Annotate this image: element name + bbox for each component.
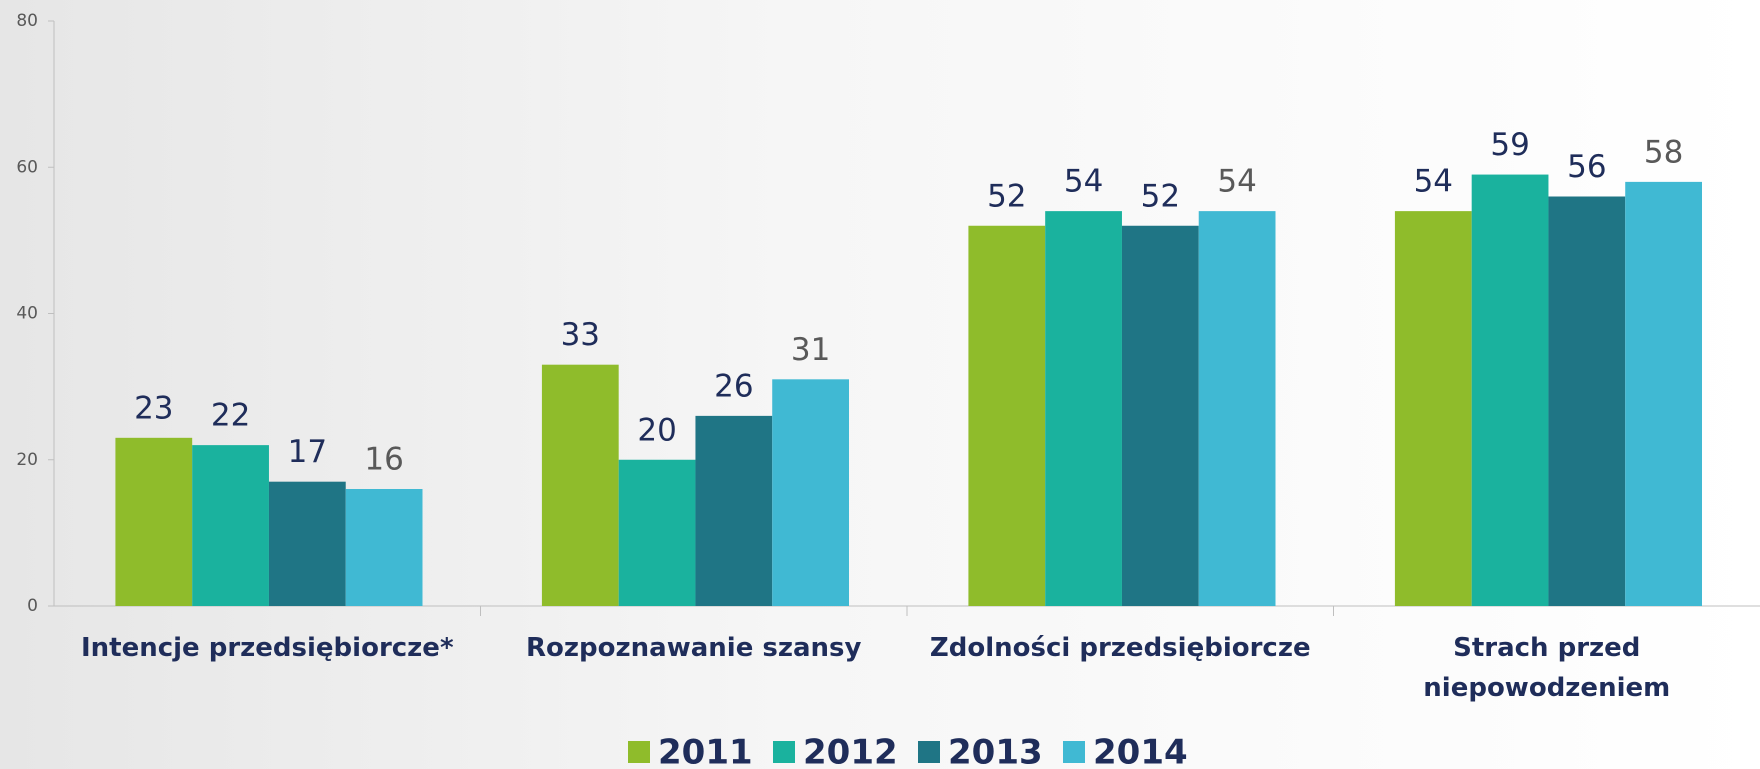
legend-label: 2013 xyxy=(948,733,1043,769)
value-label: 58 xyxy=(1644,134,1683,170)
bar xyxy=(1198,211,1276,606)
y-tick-label: 60 xyxy=(16,157,38,177)
bar xyxy=(345,489,423,606)
legend-label: 2014 xyxy=(1093,733,1188,769)
bar xyxy=(192,445,269,606)
legend-swatch xyxy=(918,741,940,763)
x-tick-label: Strach przed niepowodzeniem xyxy=(1423,633,1671,703)
value-label: 22 xyxy=(211,398,250,434)
y-tick-label: 0 xyxy=(27,596,38,616)
bar xyxy=(268,481,346,606)
value-label: 20 xyxy=(637,412,676,448)
bar xyxy=(1548,196,1626,606)
x-tick-label: Intencje przedsiębiorcze* xyxy=(80,633,454,663)
bar xyxy=(115,437,193,606)
bar xyxy=(1471,174,1549,606)
value-label: 52 xyxy=(987,178,1026,214)
value-label: 56 xyxy=(1567,149,1606,185)
bar xyxy=(618,459,696,606)
bar xyxy=(1045,211,1122,606)
bar xyxy=(541,364,619,606)
legend-swatch xyxy=(628,741,650,763)
legend-label: 2012 xyxy=(803,733,898,769)
value-label: 54 xyxy=(1414,164,1453,200)
bar xyxy=(968,225,1046,606)
bar xyxy=(1121,225,1199,606)
value-label: 54 xyxy=(1064,164,1103,200)
value-label: 16 xyxy=(364,442,403,478)
bar xyxy=(772,379,849,606)
value-label: 23 xyxy=(134,390,173,426)
bar xyxy=(1394,211,1472,606)
y-tick-label: 20 xyxy=(16,450,38,470)
value-label: 17 xyxy=(288,434,327,470)
legend-label: 2011 xyxy=(658,733,753,769)
value-label: 59 xyxy=(1490,127,1529,163)
value-label: 31 xyxy=(791,332,830,368)
y-tick-label: 40 xyxy=(16,304,38,324)
value-label: 54 xyxy=(1217,164,1256,200)
bar xyxy=(695,415,773,606)
bar xyxy=(1625,181,1702,606)
value-label: 33 xyxy=(561,317,600,353)
legend-swatch xyxy=(1063,741,1085,763)
y-tick-label: 80 xyxy=(16,11,38,31)
value-label: 52 xyxy=(1141,178,1180,214)
x-tick-label: Zdolności przedsiębiorcze xyxy=(929,633,1311,663)
legend-swatch xyxy=(773,741,795,763)
x-tick-label: Rozpoznawanie szansy xyxy=(526,633,862,663)
value-label: 26 xyxy=(714,368,753,404)
